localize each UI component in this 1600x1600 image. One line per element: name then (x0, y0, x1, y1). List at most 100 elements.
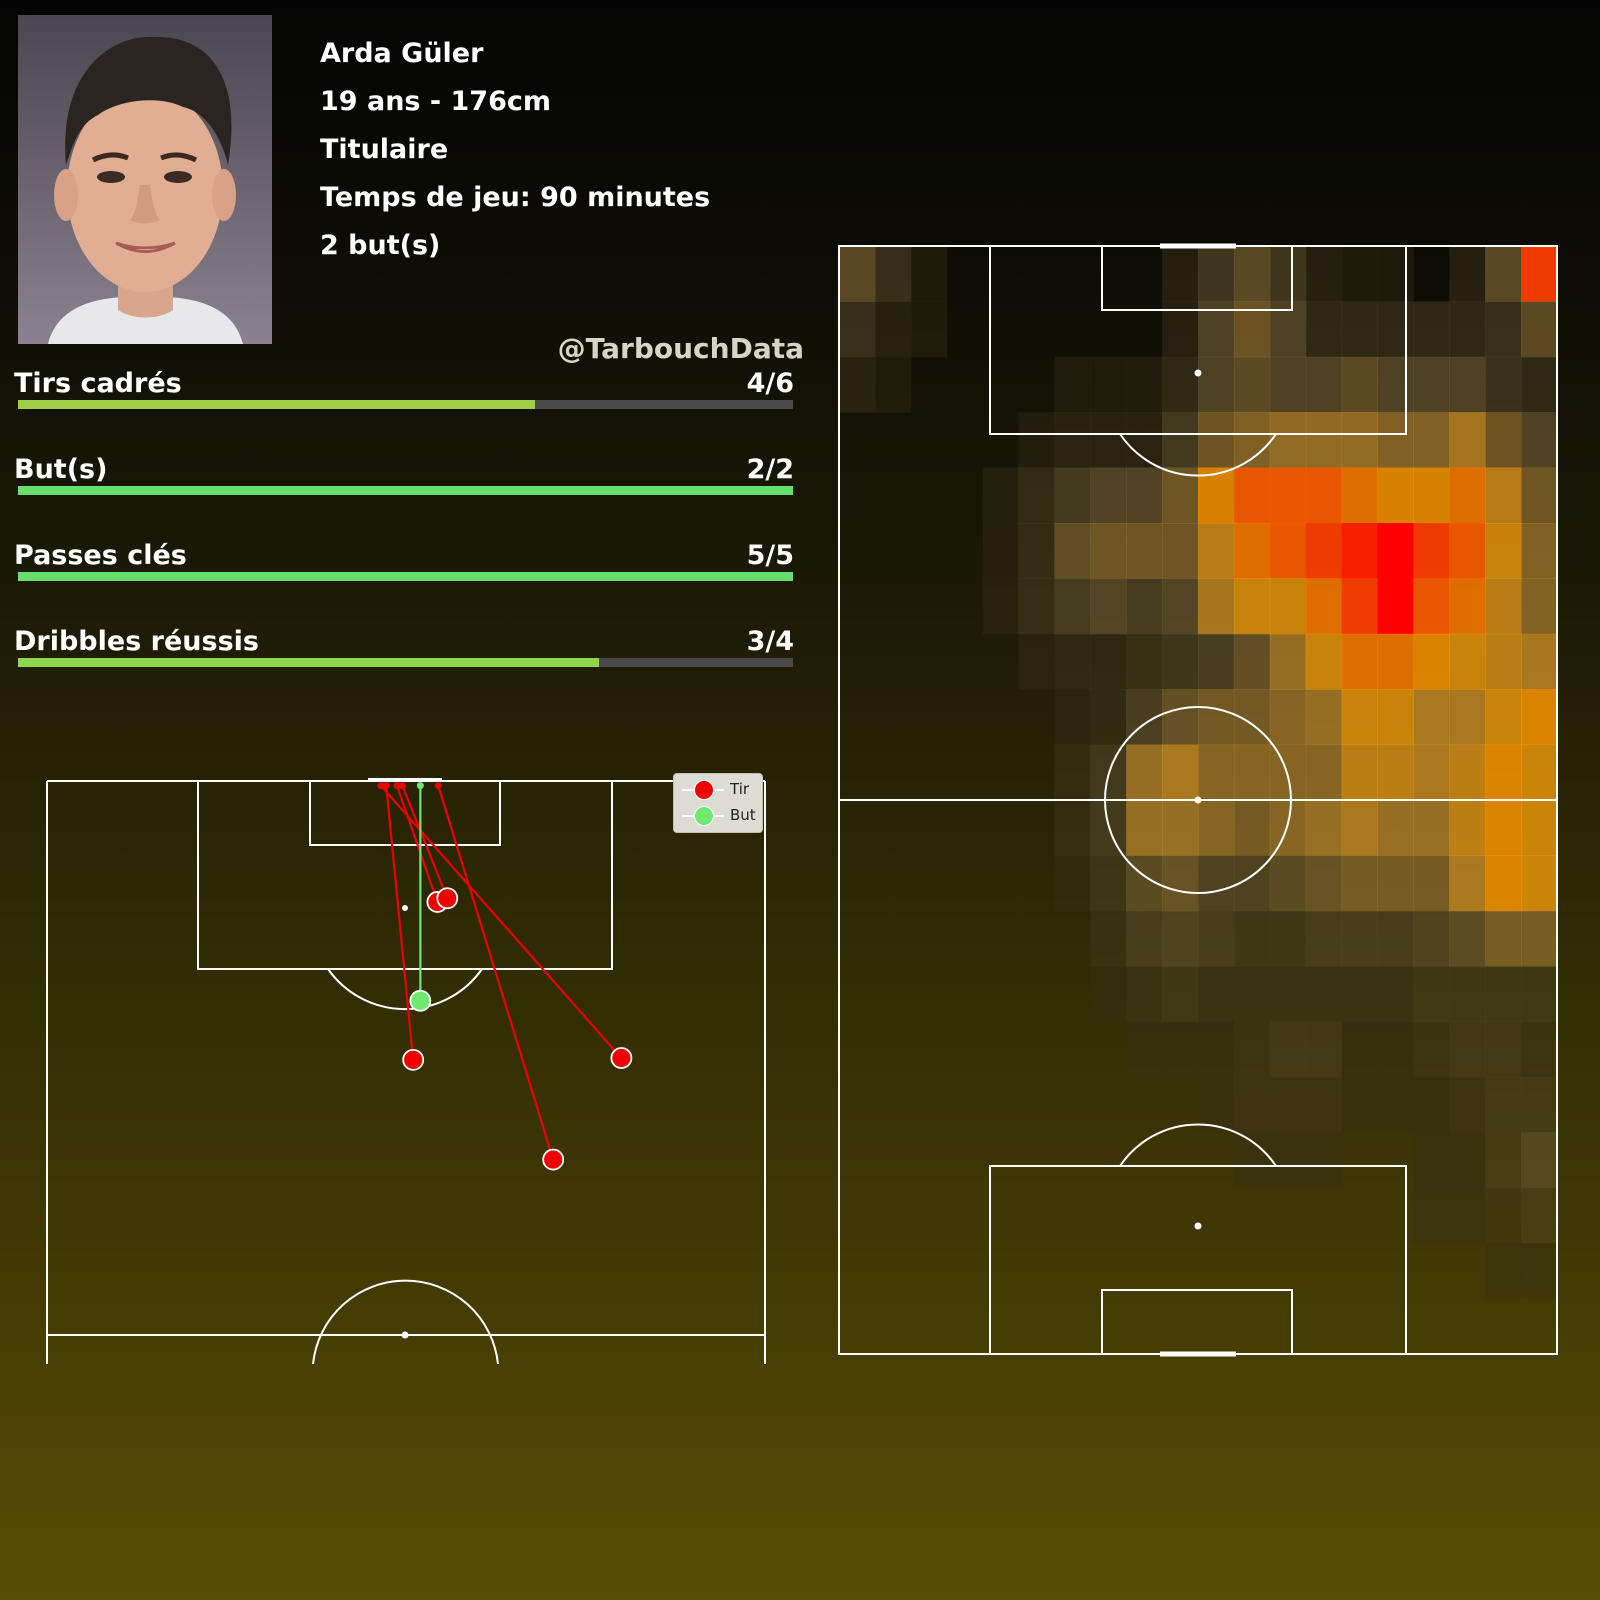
heatmap-cell (910, 246, 948, 302)
stat-label: Tirs cadrés (14, 368, 182, 399)
heatmap-cell (1090, 910, 1127, 967)
stat-label: But(s) (14, 454, 108, 485)
shot-end-point (434, 782, 442, 790)
heatmap-cell (1162, 855, 1199, 912)
heatmap-cell (1090, 855, 1127, 912)
heatmap-cell (1449, 301, 1486, 358)
heatmap-cell (1341, 578, 1378, 635)
heatmap-cell (1341, 966, 1378, 1023)
heatmap-cell (1090, 633, 1127, 690)
heatmap-cell (1269, 356, 1307, 413)
heatmap-cell (1162, 523, 1199, 579)
heatmap-cell (1269, 855, 1307, 912)
heatmap-cell (1449, 1021, 1486, 1078)
heatmap-cell (874, 356, 912, 413)
heatmap-cell (1233, 800, 1271, 856)
stat-bar-fill (18, 658, 600, 667)
stat-bar-track (18, 658, 793, 667)
heatmap-cell (1341, 1021, 1378, 1078)
heatmap-cell (1485, 356, 1522, 413)
goal-marker (409, 989, 432, 1012)
heatmap-cell (1377, 1021, 1414, 1078)
heatmap-cell (1377, 633, 1414, 690)
heatmap-cell (1198, 910, 1235, 967)
heatmap-cell (1377, 578, 1414, 635)
heatmap-cell (1305, 1021, 1343, 1078)
heatmap-cell (1485, 412, 1522, 469)
heatmap-cell (1162, 689, 1199, 746)
heatmap-cell (1090, 356, 1127, 413)
heatmap-cell (1485, 467, 1522, 524)
heatmap-cell (1521, 246, 1558, 302)
heatmap-cell (1126, 523, 1163, 579)
heatmap-cell (1413, 633, 1450, 690)
heatmap-cell (1198, 246, 1235, 302)
shot-map (46, 778, 766, 1365)
heatmap-cell (1449, 744, 1486, 801)
heatmap-cell (1054, 855, 1091, 912)
heatmap-cell (982, 578, 1019, 635)
heatmap-cell (1162, 633, 1199, 690)
heatmap-cell (874, 301, 912, 358)
heatmap-cell (1377, 966, 1414, 1023)
stat-value: 4/6 (746, 368, 794, 399)
heatmap-cell (1449, 800, 1486, 856)
stat-value: 5/5 (746, 540, 794, 571)
heatmap (838, 243, 1558, 1357)
heatmap-cell (1485, 246, 1522, 302)
heatmap-cell (1377, 800, 1414, 856)
heatmap-cell (1054, 578, 1091, 635)
player-name: Arda Güler (320, 38, 484, 69)
heatmap-cell (1126, 578, 1163, 635)
heatmap-cell (1269, 412, 1307, 469)
heatmap-cell (1305, 523, 1343, 579)
shot-layer (377, 782, 633, 1171)
heatmap-cell (1233, 523, 1271, 579)
heatmap-cell (1305, 910, 1343, 967)
heatmap-cells (839, 246, 1558, 1300)
heatmap-cell (1090, 412, 1127, 469)
heatmap-cell (1377, 356, 1414, 413)
heatmap-cell (1485, 689, 1522, 746)
heatmap-cell (1198, 1021, 1235, 1078)
heatmap-cell (1413, 910, 1450, 967)
heatmap-cell (1449, 1132, 1486, 1189)
heatmap-cell (1305, 1077, 1343, 1133)
heatmap-cell (1269, 1021, 1307, 1078)
player-age-height: 19 ans - 176cm (320, 86, 551, 117)
heatmap-cell (1341, 467, 1378, 524)
heatmap-cell (1233, 744, 1271, 801)
heatmap-cell (1269, 689, 1307, 746)
heatmap-cell (1449, 689, 1486, 746)
heatmap-cell (1233, 412, 1271, 469)
heatmap-cell (1269, 744, 1307, 801)
heatmap-cell (1090, 467, 1127, 524)
heatmap-cell (1162, 744, 1199, 801)
heatmap-cell (1341, 246, 1378, 302)
heatmap-cell (1054, 523, 1091, 579)
heatmap-cell (1341, 744, 1378, 801)
heatmap-cell (1162, 246, 1199, 302)
heatmap-cell (1054, 467, 1091, 524)
heatmap-cell (1521, 910, 1558, 967)
heatmap-cell (1126, 633, 1163, 690)
heatmap-cell (1269, 578, 1307, 635)
heatmap-cell (1341, 412, 1378, 469)
heatmap-cell (1485, 301, 1522, 358)
heatmap-cell (1198, 467, 1235, 524)
heatmap-cell (1305, 744, 1343, 801)
heatmap-cell (1521, 578, 1558, 635)
heatmap-cell (1413, 744, 1450, 801)
stat-bar-fill (18, 400, 535, 409)
heatmap-cell (1485, 1187, 1522, 1244)
stat-bar-fill (18, 572, 793, 581)
heatmap-cell (1269, 633, 1307, 690)
credit-watermark: @TarbouchData (557, 332, 804, 365)
heatmap-cell (1198, 689, 1235, 746)
heatmap-cell (1162, 910, 1199, 967)
shot-trajectory (385, 785, 415, 1060)
stat-label: Dribbles réussis (14, 626, 259, 657)
heatmap-cell (1485, 910, 1522, 967)
heatmap-cell (1377, 523, 1414, 579)
heatmap-cell (1162, 356, 1199, 413)
